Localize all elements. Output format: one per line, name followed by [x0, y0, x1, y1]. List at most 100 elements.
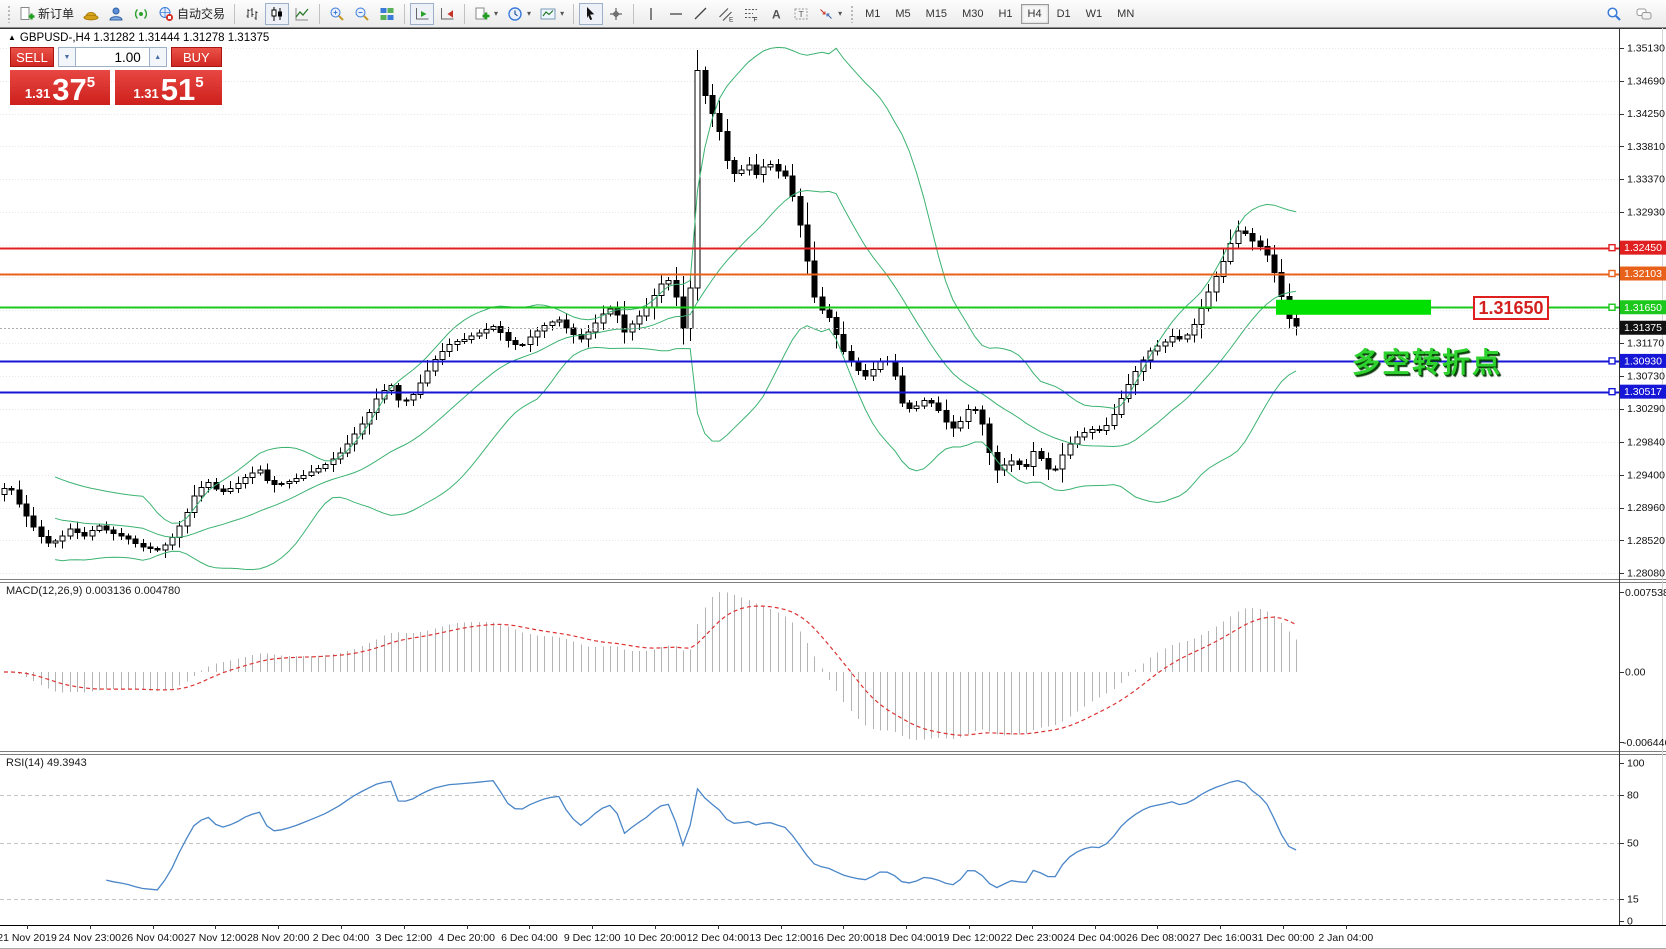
templates-button[interactable]: ▾: [536, 3, 568, 25]
text-tool-button[interactable]: A: [764, 3, 788, 25]
sell-price-box[interactable]: 1.31 37 5: [10, 70, 110, 105]
zoom-out-button[interactable]: [350, 3, 374, 25]
timeframe-H4[interactable]: H4: [1020, 3, 1049, 24]
indicators-button[interactable]: ▾: [470, 3, 502, 25]
candlestick: [899, 375, 906, 404]
candlestick: [1191, 324, 1198, 336]
signal-button[interactable]: [129, 3, 153, 25]
volume-input[interactable]: 1.00: [76, 47, 149, 67]
candlestick: [1271, 254, 1278, 274]
candlestick: [169, 536, 176, 546]
candlestick: [330, 458, 337, 465]
line-end-marker: [1608, 243, 1616, 252]
chart-shift-icon: [439, 6, 455, 22]
candlestick: [1140, 359, 1147, 373]
line-chart-button[interactable]: [290, 3, 314, 25]
buy-button[interactable]: BUY: [170, 47, 222, 67]
candlestick: [731, 160, 738, 175]
profile-button[interactable]: [104, 3, 128, 25]
candlestick: [1067, 443, 1074, 456]
svg-text:19 Dec 12:00: 19 Dec 12:00: [938, 932, 1001, 944]
candlestick: [242, 477, 249, 485]
buy-price-box[interactable]: 1.31 51 5: [115, 70, 222, 105]
svg-text:0.007538: 0.007538: [1625, 587, 1666, 599]
candlestick: [1038, 451, 1045, 460]
chat-button[interactable]: [1632, 3, 1656, 25]
svg-text:16 Dec 20:00: 16 Dec 20:00: [812, 932, 875, 944]
candlestick: [249, 472, 256, 479]
channel-tool-button[interactable]: E: [714, 3, 738, 25]
time-axis[interactable]: 21 Nov 2019 24 Nov 23:00 26 Nov 04:00 27 No…: [0, 925, 1373, 944]
price-callout-label[interactable]: 1.31650: [1473, 296, 1549, 320]
price-tag: [1620, 384, 1666, 399]
candlestick: [855, 361, 862, 372]
crosshair-tool-button[interactable]: [604, 3, 628, 25]
svg-text:1.28960: 1.28960: [1627, 502, 1665, 514]
one-click-trading-panel: SELL ▼ 1.00 ▲ BUY 1.31 37 5 1.31 51 5: [10, 47, 222, 105]
candlestick-chart-button[interactable]: [265, 2, 290, 25]
timeframe-D1[interactable]: D1: [1050, 4, 1078, 24]
vertical-line-tool-button[interactable]: [639, 3, 663, 25]
chart-canvas[interactable]: 1.35130 1.34690 1.34250 1.33810 1.33370 1.329…: [0, 28, 1666, 949]
arrows-tool-button[interactable]: ▾: [814, 3, 846, 25]
candlestick: [804, 224, 811, 262]
toolbar-separator: [234, 3, 236, 24]
price-axis[interactable]: 1.35130 1.34690 1.34250 1.33810 1.33370 1.329…: [1608, 43, 1666, 928]
svg-text:22 Dec 23:00: 22 Dec 23:00: [1001, 932, 1064, 944]
cursor-tool-button[interactable]: [579, 2, 604, 25]
candlestick: [819, 296, 826, 311]
zoom-in-button[interactable]: [325, 3, 349, 25]
auto-scroll-button[interactable]: [410, 2, 435, 25]
fibonacci-tool-button[interactable]: F: [739, 3, 763, 25]
candlestick: [840, 333, 847, 352]
chevron-down-icon: ▾: [527, 9, 532, 18]
candlestick: [534, 330, 541, 338]
svg-text:1.31375: 1.31375: [1624, 322, 1662, 334]
signal-icon: [133, 6, 149, 22]
candlestick: [81, 531, 88, 537]
bid-price-tag: [1620, 320, 1666, 335]
candlestick: [738, 169, 745, 175]
bar-chart-button[interactable]: [240, 3, 264, 25]
candlestick: [1235, 230, 1242, 244]
volume-decrease-button[interactable]: ▼: [58, 47, 76, 67]
svg-text:26 Nov 04:00: 26 Nov 04:00: [121, 932, 184, 944]
candlestick: [1103, 424, 1110, 431]
svg-text:21 Nov 2019: 21 Nov 2019: [0, 932, 57, 944]
timeframe-MN[interactable]: MN: [1110, 4, 1141, 24]
toolbar-separator: [464, 3, 466, 24]
horizontal-line-tool-button[interactable]: [664, 3, 688, 25]
collapse-panel-icon[interactable]: ▲: [8, 33, 16, 42]
timeframe-M30[interactable]: M30: [955, 4, 990, 24]
candlestick: [96, 525, 103, 531]
search-button[interactable]: [1602, 3, 1626, 25]
auto-trading-icon: [158, 6, 174, 22]
hat-button[interactable]: [79, 3, 103, 25]
tile-windows-button[interactable]: [375, 3, 399, 25]
text-label-tool-button[interactable]: T: [789, 3, 813, 25]
volume-increase-button[interactable]: ▲: [148, 47, 167, 67]
periods-button[interactable]: ▾: [503, 3, 535, 25]
trendline-tool-button[interactable]: [689, 3, 713, 25]
timeframe-W1[interactable]: W1: [1079, 4, 1110, 24]
sell-button[interactable]: SELL: [10, 47, 54, 67]
candlestick: [1089, 429, 1096, 433]
toolbar-grip[interactable]: [850, 4, 855, 23]
timeframe-M5[interactable]: M5: [888, 4, 917, 24]
timeframe-M1[interactable]: M1: [858, 4, 887, 24]
candlestick-chart-icon: [269, 6, 285, 22]
toolbar-grip[interactable]: [7, 4, 11, 23]
highlight-rectangle[interactable]: [1276, 299, 1431, 315]
candlestick: [921, 399, 928, 407]
svg-text:1.32930: 1.32930: [1627, 206, 1665, 218]
candlestick: [636, 315, 643, 325]
buy-price-prefix: 1.31: [133, 86, 159, 101]
new-order-button[interactable]: 新订单: [15, 3, 78, 25]
candlestick: [1227, 242, 1234, 262]
timeframe-M15[interactable]: M15: [919, 4, 954, 24]
auto-trading-button[interactable]: 自动交易: [154, 3, 229, 25]
line-end-marker: [1608, 357, 1616, 365]
chart-shift-button[interactable]: [435, 3, 459, 25]
timeframe-H1[interactable]: H1: [991, 4, 1019, 24]
